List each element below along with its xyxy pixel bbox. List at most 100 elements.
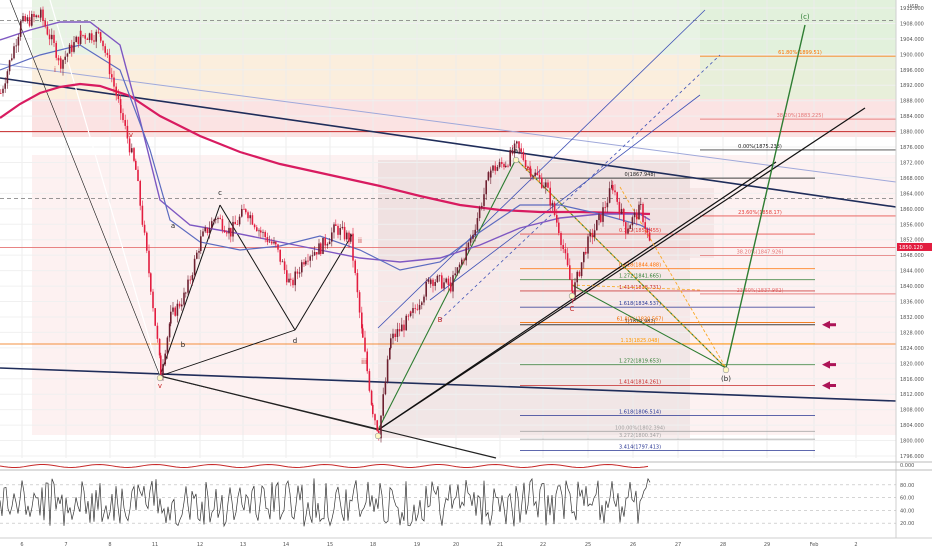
candle-body — [150, 273, 152, 292]
fib-label-6: 1.272(1841.665) — [619, 274, 661, 280]
candle-body — [392, 333, 394, 339]
candle-body — [26, 17, 29, 22]
candle-body — [574, 282, 576, 300]
candle-body — [372, 404, 374, 415]
oscillator-line — [0, 477, 651, 528]
candle-body — [587, 236, 589, 254]
candle-body — [193, 258, 196, 276]
candle-body — [37, 15, 40, 18]
time-tick-14: 26 — [630, 542, 636, 548]
candle-body — [362, 328, 364, 338]
candle-body — [234, 221, 236, 225]
candle-body — [22, 16, 24, 22]
candle-body — [196, 252, 198, 259]
trendline-upper-long — [0, 77, 897, 208]
candle-body — [91, 33, 93, 41]
candle-body — [536, 172, 539, 176]
candle-body — [44, 20, 46, 27]
candle-body — [35, 15, 37, 17]
trendline-lower-long — [0, 367, 897, 402]
candle-body — [541, 177, 543, 188]
candle-body — [612, 184, 614, 191]
candle-body — [335, 224, 337, 226]
osc-tick-3: 40.00 — [900, 508, 914, 514]
candle-body — [228, 227, 230, 234]
candle-body — [318, 243, 320, 255]
wave-marker-1 — [156, 374, 164, 382]
candle-body — [337, 225, 339, 235]
candle-body — [66, 53, 69, 57]
candle-body — [476, 218, 479, 230]
price-axis-bg — [896, 0, 932, 550]
candle-body — [253, 224, 256, 228]
candle-body — [46, 26, 49, 35]
candle-body — [465, 247, 467, 261]
fib-label-20: 3.414(1797.413) — [619, 445, 661, 451]
wave-fall — [9, 0, 161, 377]
pattern-green-projection — [725, 24, 806, 369]
price-tick-1: 1908.000 — [900, 21, 924, 27]
candle-body — [208, 228, 211, 233]
price-tick-6: 1888.000 — [900, 99, 924, 105]
wave-label-1: (b) — [721, 375, 731, 383]
fib-label-16: 38.20%(1883.225) — [777, 113, 824, 119]
fib-label-7: 1.414(1838.731) — [619, 285, 661, 291]
candle-body — [511, 150, 514, 154]
background-zones — [32, 0, 896, 438]
candle-body — [33, 14, 35, 17]
candle-body — [384, 381, 387, 395]
candle-body — [137, 169, 139, 181]
fib-label-19: 3.272(1800.347) — [619, 433, 661, 439]
wave-label-11: i — [54, 66, 56, 74]
target-arrow-1 — [822, 360, 836, 369]
candle-body — [268, 241, 271, 243]
candle-body — [390, 338, 392, 349]
candle-body — [213, 219, 215, 222]
trendlines — [0, 0, 897, 459]
trendline-blue-2 — [429, 94, 701, 301]
candle-body — [215, 219, 217, 220]
candle-body — [283, 261, 286, 271]
trendline-bottom-2 — [159, 375, 379, 431]
candle-body — [31, 14, 33, 26]
candle-body — [389, 348, 391, 360]
time-tick-3: 11 — [152, 542, 158, 548]
wave-label-14: C — [570, 305, 575, 313]
candle-body — [562, 244, 564, 250]
candle-body — [251, 215, 254, 225]
candle-body — [625, 222, 627, 234]
candle-body — [166, 337, 169, 354]
candle-body — [249, 215, 251, 219]
price-tick-18: 1840.000 — [900, 284, 924, 290]
candle-body — [529, 167, 531, 169]
candle-body — [200, 236, 202, 252]
candle-body — [122, 113, 124, 121]
candle-body — [578, 271, 581, 277]
candle-body — [487, 172, 490, 181]
wave-marker-4 — [568, 292, 576, 300]
price-tick-28: 1800.000 — [900, 439, 924, 445]
candle-body — [505, 165, 507, 167]
candle-body — [394, 333, 396, 338]
candle-body — [513, 143, 516, 154]
candle-body — [474, 229, 476, 235]
candle-body — [361, 312, 363, 329]
candle-body — [141, 205, 144, 225]
time-axis: 6 7 8 11 12 13 14 15 18 19 20 21 22 25 26 27 28 29 Feb 2 — [0, 537, 932, 550]
candle-body — [366, 351, 368, 372]
candle-body — [580, 262, 583, 277]
candle-body — [28, 17, 31, 26]
current-price-tag — [897, 242, 932, 251]
candle-body — [2, 88, 4, 94]
current-price-text: 1850.120 — [899, 245, 923, 251]
candle-body — [436, 275, 439, 282]
candle-body — [135, 160, 137, 170]
candle-body — [396, 329, 399, 338]
osc-tick-1: 80.00 — [900, 483, 914, 489]
candle-body — [40, 9, 42, 17]
candle-body — [648, 232, 651, 241]
candle-body — [483, 194, 485, 206]
candle-body — [434, 281, 436, 286]
candle-body — [382, 394, 384, 416]
